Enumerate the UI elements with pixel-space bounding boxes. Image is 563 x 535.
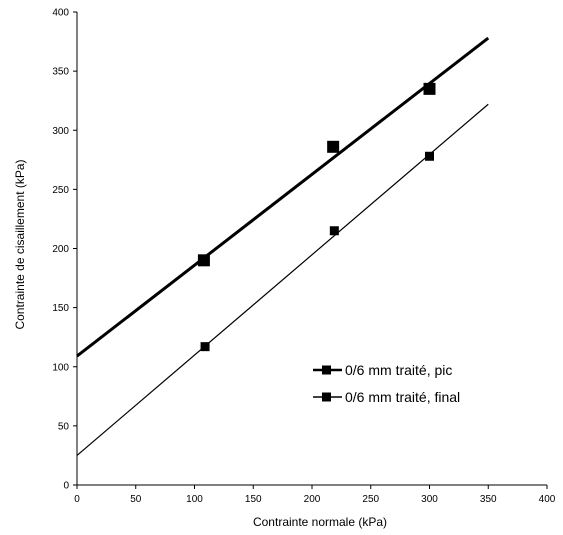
legend-label-series-2: 0/6 mm traité, final bbox=[345, 389, 460, 405]
x-tick-label: 200 bbox=[304, 494, 321, 505]
y-tick-label: 0 bbox=[63, 481, 69, 492]
y-tick-label: 400 bbox=[52, 8, 69, 19]
trendline-series-1 bbox=[76, 36, 490, 358]
x-tick-label: 50 bbox=[130, 494, 142, 505]
trendline-series-2 bbox=[76, 103, 489, 456]
trendlines bbox=[76, 36, 490, 456]
y-axis-title: Contrainte de cisaillement (kPa) bbox=[13, 159, 27, 329]
y-tick-label: 150 bbox=[52, 303, 69, 314]
y-tick-label: 50 bbox=[58, 421, 70, 432]
axes: 0 50 100 150 200 250 300 350 400 0 50 100 150 200 250… bbox=[52, 8, 555, 506]
x-axis-ticks: 0 50 100 150 200 250 300 350 400 bbox=[74, 485, 556, 505]
data-point-series-2 bbox=[200, 342, 210, 352]
data-points bbox=[197, 82, 436, 352]
data-point-series-2 bbox=[425, 151, 434, 161]
y-tick-label: 250 bbox=[52, 185, 69, 196]
x-tick-label: 350 bbox=[480, 494, 497, 505]
x-tick-label: 150 bbox=[245, 494, 262, 505]
data-point-series-2 bbox=[329, 226, 339, 236]
y-tick-label: 200 bbox=[52, 244, 69, 255]
legend-marker-series-2 bbox=[322, 392, 331, 402]
x-tick-label: 0 bbox=[74, 494, 80, 505]
legend-marker-series-1 bbox=[322, 365, 331, 375]
x-tick-label: 300 bbox=[421, 494, 438, 505]
x-tick-label: 250 bbox=[362, 494, 379, 505]
data-point-series-1 bbox=[327, 140, 340, 153]
legend-label-series-1: 0/6 mm traité, pic bbox=[345, 362, 452, 378]
x-axis-title: Contrainte normale (kPa) bbox=[253, 515, 387, 529]
y-tick-label: 300 bbox=[52, 126, 69, 137]
data-point-series-1 bbox=[423, 82, 436, 95]
y-tick-label: 100 bbox=[52, 362, 69, 373]
y-tick-label: 350 bbox=[52, 67, 69, 78]
x-tick-label: 100 bbox=[186, 494, 203, 505]
x-tick-label: 400 bbox=[539, 494, 556, 505]
legend: 0/6 mm traité, pic 0/6 mm traité, final bbox=[313, 362, 460, 405]
y-axis-ticks: 0 50 100 150 200 250 300 350 400 bbox=[52, 8, 77, 492]
data-point-series-1 bbox=[197, 254, 210, 267]
